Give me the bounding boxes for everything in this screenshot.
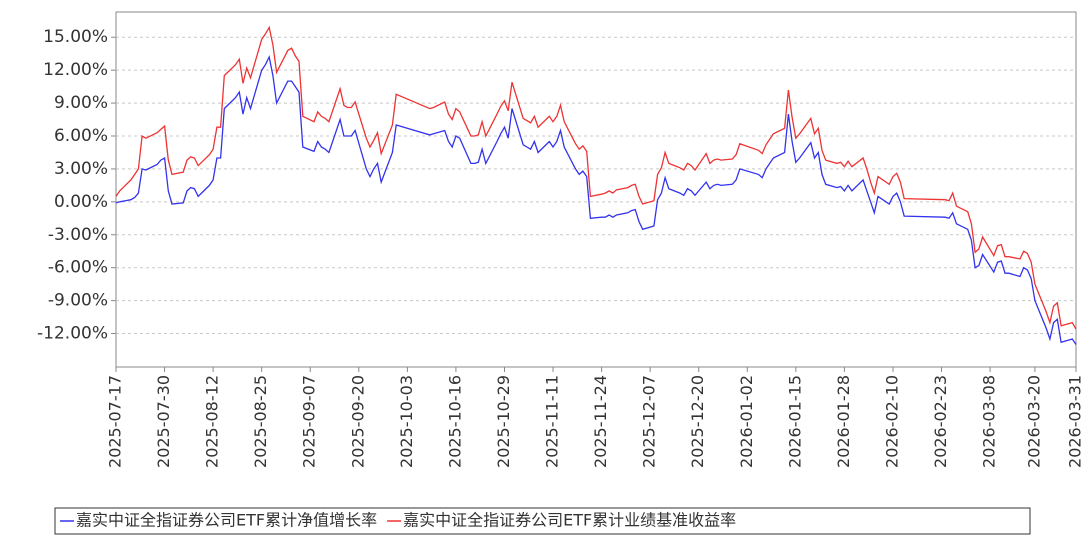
x-tick-label: 2025-12-20 <box>688 375 707 468</box>
x-tick-label: 2025-11-11 <box>543 375 562 468</box>
legend-box <box>54 507 1031 535</box>
x-tick-label: 2026-01-02 <box>737 375 756 468</box>
x-tick-label: 2025-08-12 <box>203 375 222 468</box>
y-tick-label: -9.00% <box>48 291 108 311</box>
x-tick-label: 2025-09-07 <box>300 375 319 468</box>
x-tick-label: 2026-02-10 <box>882 375 901 468</box>
y-tick-label: 15.00% <box>43 27 108 47</box>
y-tick-label: -3.00% <box>48 225 108 245</box>
x-tick-label: 2025-10-16 <box>445 375 464 468</box>
y-tick-label: 12.00% <box>43 60 108 80</box>
x-tick-label: 2025-12-07 <box>640 375 659 468</box>
legend-label: 嘉实中证全指证券公司ETF累计业绩基准收益率 <box>403 511 736 530</box>
x-tick-label: 2025-08-25 <box>251 375 270 468</box>
y-tick-label: -12.00% <box>37 324 108 344</box>
plot-area <box>115 11 1077 368</box>
x-tick-label: 2026-03-08 <box>980 375 999 468</box>
x-tick-label: 2025-10-29 <box>494 375 513 468</box>
x-tick-label: 2026-01-28 <box>834 375 853 468</box>
x-tick-label: 2025-11-24 <box>591 375 610 468</box>
y-tick-label: 0.00% <box>54 192 108 212</box>
y-tick-label: 9.00% <box>54 93 108 113</box>
x-tick-label: 2026-03-31 <box>1066 375 1085 468</box>
x-tick-label: 2025-09-20 <box>348 375 367 468</box>
x-tick-label: 2025-07-17 <box>106 375 125 468</box>
x-tick-label: 2026-02-23 <box>931 375 950 468</box>
y-tick-label: -6.00% <box>48 258 108 278</box>
series-line <box>115 54 1077 345</box>
x-tick-label: 2025-10-03 <box>397 375 416 468</box>
legend-label: 嘉实中证全指证券公司ETF累计净值增长率 <box>76 511 377 530</box>
x-tick-label: 2025-07-30 <box>154 375 173 468</box>
x-tick-label: 2026-01-15 <box>785 375 804 468</box>
x-tick-label: 2026-03-20 <box>1024 375 1043 468</box>
y-tick-label: 6.00% <box>54 126 108 146</box>
series-line <box>115 25 1077 330</box>
y-tick-label: 3.00% <box>54 159 108 179</box>
